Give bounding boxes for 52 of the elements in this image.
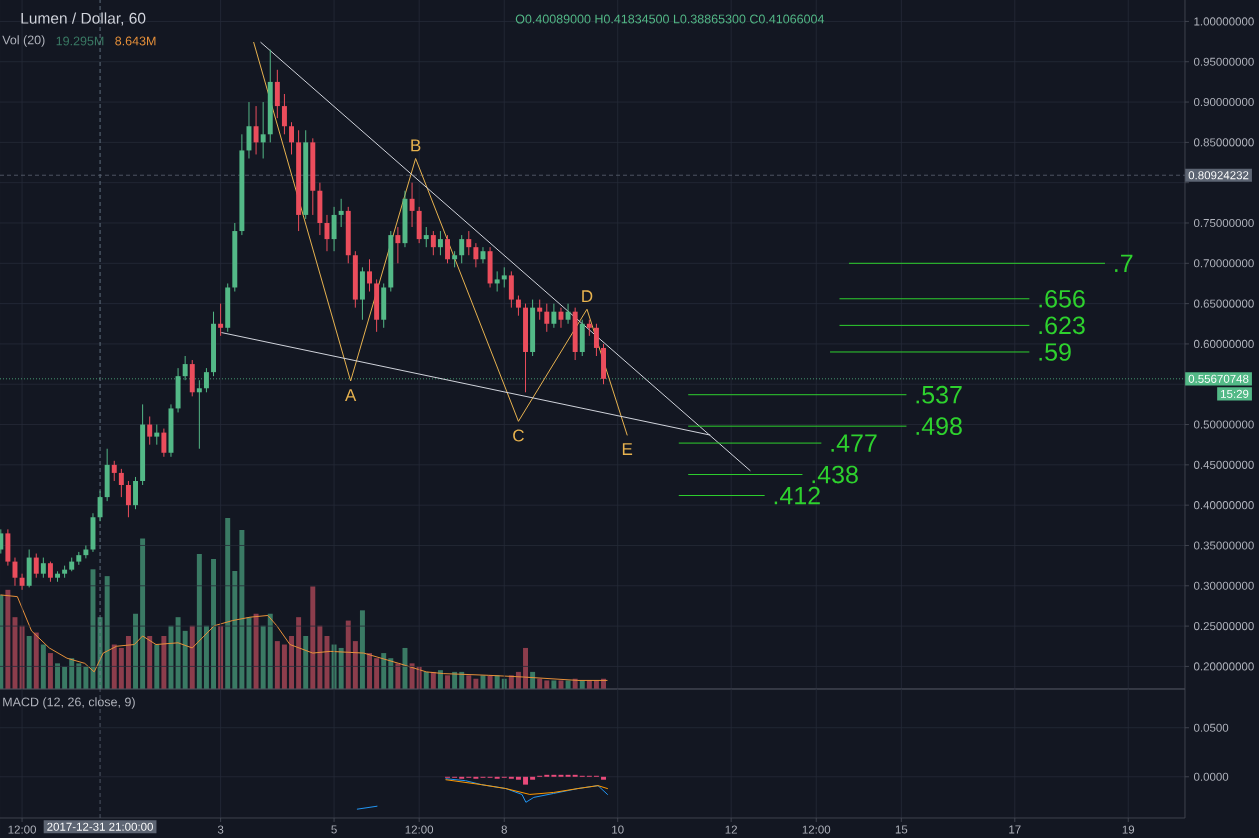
y-tick-label: 0.0000	[1193, 772, 1229, 781]
y-tick-label: 0.95000000	[1193, 57, 1254, 66]
x-tick-label: 19	[1122, 825, 1135, 834]
y-tick-label: 1.00000000	[1194, 17, 1254, 26]
series-label: .7	[1115, 254, 1133, 272]
series-label: .477	[831, 434, 877, 452]
x-tick-label: 12:00	[405, 825, 434, 834]
y-tick-label: 0.40000000	[1193, 501, 1254, 510]
x-tick-label: 3	[217, 825, 224, 834]
x-tick-label: 5	[331, 825, 337, 834]
x-tick-label: 10	[612, 825, 624, 834]
series-label: .412	[774, 486, 820, 505]
x-tick-label: 12:00	[8, 825, 36, 834]
text: Lumen / Dollar, 60	[21, 12, 146, 26]
series-label: .623	[1039, 316, 1085, 335]
annotation: E	[622, 443, 633, 455]
series-label: .438	[812, 465, 858, 484]
text: O0.40089000 H0.41834500 L0.38865300 C0.41066004	[515, 14, 825, 24]
chart-title: Vol (20)	[2, 35, 45, 47]
annotation: C	[513, 429, 524, 442]
y-tick-label: 0.45000000	[1193, 460, 1254, 469]
series-label: .59	[1039, 343, 1071, 361]
x-tick-label: 17	[1009, 825, 1021, 834]
annotation: B	[411, 139, 421, 152]
annotation: 8.643M	[115, 36, 156, 46]
x-tick-label: 12:00	[802, 825, 831, 834]
text: MACD (12, 26, close, 9)	[3, 697, 135, 709]
y-tick-label: 0.30000000	[1193, 581, 1254, 590]
annotation: 19.295M	[56, 36, 104, 46]
annotation: A	[344, 389, 357, 401]
x-tick-label: 8	[501, 825, 507, 834]
ref-line-label: 0.80924232	[1188, 171, 1249, 180]
x-tick-label: 12	[725, 825, 737, 834]
y-tick-label: 0.75000000	[1193, 218, 1254, 228]
y-tick-label: 0.65000000	[1193, 299, 1254, 308]
series-label: .656	[1039, 289, 1085, 308]
text: 15:29	[1221, 389, 1249, 398]
y-tick-label: 0.85000000	[1193, 138, 1254, 147]
y-tick-label: 0.50000000	[1193, 420, 1254, 429]
ref-line-label: 2017-12-31 21:00:00	[47, 822, 153, 831]
y-tick-label: 0.25000000	[1193, 622, 1254, 631]
x-tick-label: 15	[895, 825, 908, 834]
y-tick-label: 0.35000000	[1193, 541, 1254, 550]
y-tick-label: 0.20000000	[1193, 662, 1254, 671]
series-label: .498	[916, 417, 962, 436]
y-tick-label: 0.0500	[1193, 723, 1229, 732]
y-tick-label: 0.60000000	[1193, 339, 1254, 348]
annotation: D	[582, 290, 593, 303]
y-tick-label: 0.90000000	[1193, 97, 1254, 107]
series-label: .537	[916, 385, 962, 404]
ref-line-label: 0.55670748	[1188, 374, 1249, 383]
y-tick-label: 0.70000000	[1193, 259, 1254, 268]
